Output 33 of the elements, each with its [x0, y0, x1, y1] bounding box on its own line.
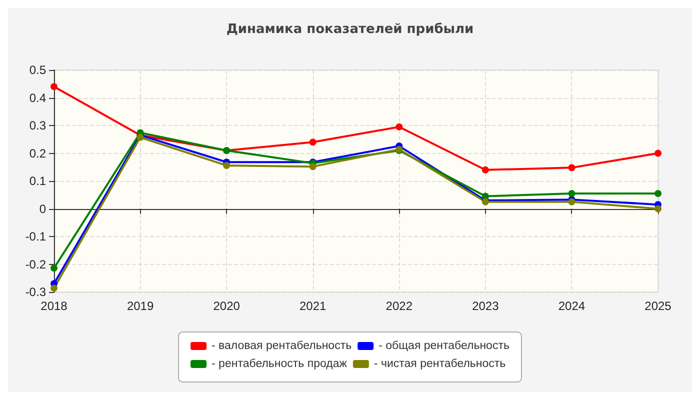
legend-label: - валовая рентабельность	[212, 340, 352, 352]
y-tick-label: 0	[39, 202, 46, 216]
x-tick-label: 2022	[386, 299, 413, 313]
point	[482, 166, 489, 174]
point	[654, 190, 662, 197]
x-tick-label: 2018	[40, 299, 68, 313]
x-tick-label: 2020	[213, 299, 240, 313]
point	[568, 190, 576, 197]
point	[50, 83, 58, 90]
point	[568, 164, 576, 172]
x-tick-label: 2019	[126, 299, 154, 313]
legend-label: - общая рентабельность	[378, 340, 510, 352]
y-tick-label: -0.1	[25, 230, 46, 244]
y-tick-label: 0.4	[29, 90, 46, 105]
point	[309, 163, 316, 170]
y-tick-label: 0.2	[29, 146, 46, 160]
x-tick-label: 2021	[300, 299, 327, 313]
legend-label: - рентабельность продаж	[212, 358, 348, 370]
x-tick-label: 2023	[472, 299, 500, 313]
point	[654, 150, 662, 157]
y-tick-label: 0.1	[29, 174, 46, 188]
x-tick-label: 2024	[558, 299, 586, 313]
chart-title: Динамика показателей прибыли	[226, 22, 474, 37]
point	[50, 264, 58, 272]
point	[223, 162, 230, 169]
y-tick-label: -0.2	[25, 257, 46, 272]
y-tick-label: 0.5	[29, 63, 46, 77]
y-tick-label: 0.3	[29, 118, 46, 132]
point	[309, 138, 316, 146]
legend-label: - чистая рентабельность	[374, 358, 506, 370]
point	[396, 123, 403, 130]
x-tick-label: 2025	[644, 299, 672, 313]
y-tick-label: -0.3	[25, 285, 46, 299]
